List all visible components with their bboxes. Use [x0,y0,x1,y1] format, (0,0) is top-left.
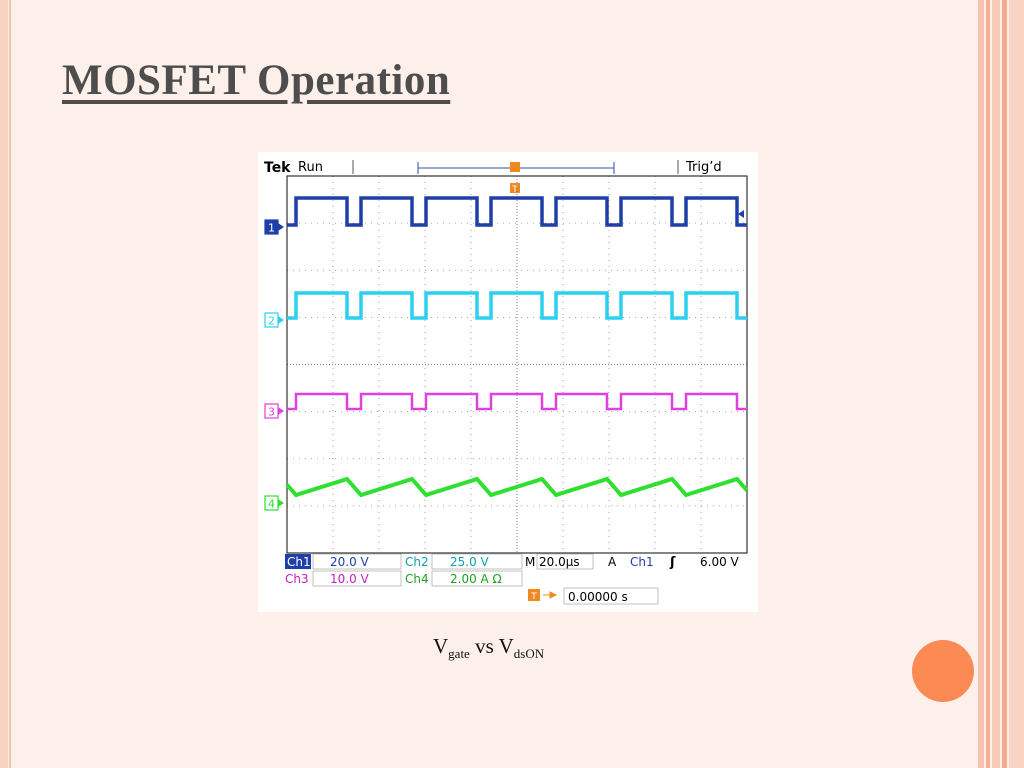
ch1-scale: 20.0 V [330,555,370,569]
ch4-scale: 2.00 A Ω [450,572,502,586]
caption-sub1: gate [448,646,470,662]
caption-v2: V [498,634,514,658]
graticule-grid [287,176,747,553]
ch4-waveform [285,476,749,498]
left-border-line [9,0,11,768]
ch1-label: Ch1 [287,555,311,569]
channel-marker-label: 2 [268,315,275,328]
ch2-label: Ch2 [405,555,429,569]
channel-markers: 1 2 3 4 [264,219,284,511]
horizontal-position: 0.00000 s [568,590,628,604]
ch3-label: Ch3 [285,572,309,586]
right-border-stripe [1002,0,1007,768]
trigger-level: 6.00 V [700,555,740,569]
position-box [563,587,659,605]
svg-text:T: T [511,185,518,195]
trigger-position-icon: T [510,162,520,195]
slide-title: MOSFET Operation [62,57,451,104]
slide-caption: Vgate vs VdsON [433,634,544,662]
trigger-level-arrow-icon [738,210,744,218]
timebase-value: 20.0µs [539,555,580,569]
left-border [0,0,8,768]
ch3-scale-box [312,570,402,587]
trigger-slope-icon: ʃ [669,555,676,570]
svg-text:T: T [530,592,537,602]
decorative-circle [912,640,974,702]
channel-marker-arrow-icon [278,499,284,507]
channel-marker-label: 3 [268,406,275,419]
trigger-state: Trig’d [685,160,722,175]
waveforms [285,196,749,498]
ch2-scale-box [431,553,523,570]
channel-marker-arrow-icon [278,407,284,415]
ch1-label-box [285,554,311,569]
ch3-scale: 10.0 V [330,572,370,586]
ch4-scale-box [431,570,523,587]
channel-marker-label: 1 [268,222,275,235]
right-border-stripe [978,0,984,768]
ch1-scale-box [312,553,402,570]
trigger-mode: A [608,555,617,569]
horizontal-position-icon: T [528,589,558,602]
ch2-waveform [287,291,747,320]
ch3-waveform [287,392,747,411]
settings-readout: Ch1 20.0 V Ch2 25.0 V M 20.0µs A Ch1 ʃ 6… [285,553,740,605]
right-border-stripe [1009,0,1024,768]
ch4-label: Ch4 [405,572,429,586]
channel-marker-label: 4 [268,498,275,511]
caption-sub2: dsON [513,646,545,662]
channel-marker-arrow-icon [278,316,284,324]
timebase-box [536,553,594,570]
run-state: Run [298,160,323,175]
right-border-stripe [992,0,1000,768]
caption-vs: vs [469,634,499,658]
brand-label: Tek [264,160,291,176]
trigger-source: Ch1 [630,555,654,569]
right-border-stripe [986,0,990,768]
channel-marker-arrow-icon [278,223,284,231]
caption-v1: V [433,634,449,658]
timebase-label: M [525,555,535,569]
graticule-frame [286,175,748,554]
ch1-waveform [287,196,747,227]
ch2-scale: 25.0 V [450,555,490,569]
